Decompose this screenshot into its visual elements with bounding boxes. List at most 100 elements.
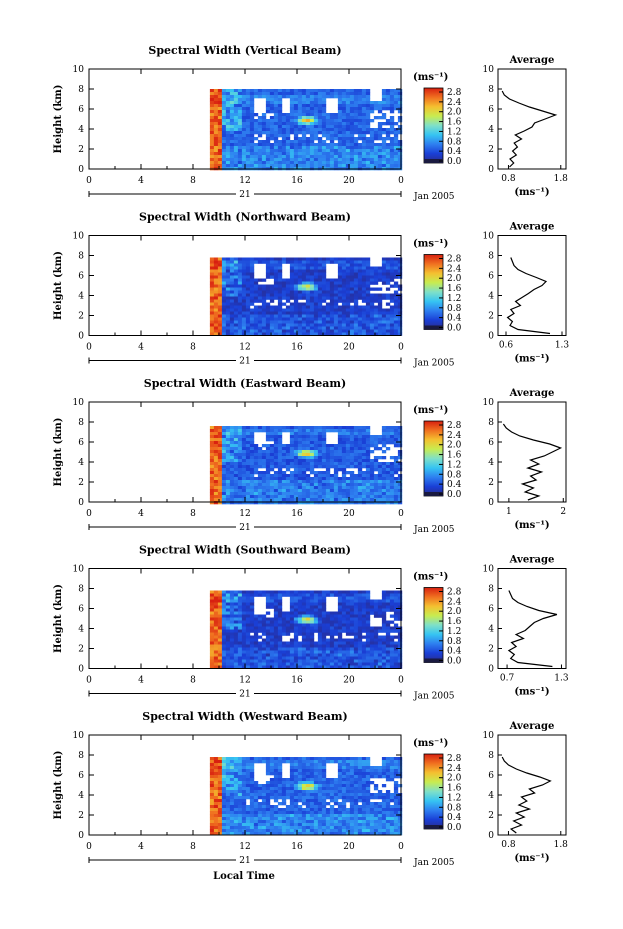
heatmap-cell [377,101,383,105]
heatmap-cell [237,104,243,108]
heatmap-cell [353,656,359,660]
heatmap-cell [377,638,383,642]
heatmap-cell [345,164,351,168]
heatmap-cell [341,656,347,660]
heatmap-cell [277,332,283,336]
heatmap-cell [273,260,279,264]
heatmap-cell [345,155,351,159]
heatmap-cell [329,477,335,481]
heatmap-cell [305,617,311,621]
heatmap-cell [273,119,279,123]
heatmap-cell [229,483,235,487]
heatmap-cell [269,426,275,430]
heatmap-cell [345,435,351,439]
heatmap-cell [229,435,235,439]
heatmap-cell [345,438,351,442]
heatmap-cell [209,635,215,639]
heatmap-cell [297,435,303,439]
heatmap-cell [321,146,327,150]
heatmap-cell [285,593,291,597]
heatmap-cell [373,653,379,657]
heatmap-cell [369,665,375,669]
heatmap-cell [393,489,399,493]
heatmap-cell [349,281,355,285]
heatmap-cell [309,278,315,282]
heatmap-cell [333,498,339,502]
heatmap-cell [293,462,299,466]
heatmap-cell [341,290,347,294]
heatmap-cell [305,444,311,448]
heatmap-cell [277,326,283,330]
heatmap-cell [253,305,259,309]
heatmap-cell [393,104,399,108]
heatmap-cell [237,620,243,624]
heatmap-cell [249,444,255,448]
heatmap-cell [365,498,371,502]
heatmap-cell [321,131,327,135]
heatmap-cell [245,122,251,126]
heatmap-cell [277,498,283,502]
heatmap-cell [289,608,295,612]
heatmap-cell [377,317,383,321]
heatmap-cell [269,92,275,96]
heatmap-cell [297,125,303,129]
heatmap-cell [373,614,379,618]
heatmap-cell [349,89,355,93]
heatmap-cell [269,462,275,466]
heatmap-cell [365,495,371,499]
heatmap-cell [389,143,395,147]
heatmap-cell [221,638,227,642]
heatmap-cell [369,444,375,448]
heatmap-cell [249,650,255,654]
heatmap-cell [397,486,403,490]
heatmap-cell [245,326,251,330]
heatmap-cell [389,146,395,150]
heatmap-cell [249,620,255,624]
heatmap-cell [269,450,275,454]
heatmap-cell [313,662,319,666]
heatmap-cell [337,641,343,645]
heatmap-cell [273,659,279,663]
heatmap-cell [365,323,371,327]
heatmap-cell [285,629,291,633]
heatmap-cell [253,447,259,451]
heatmap-cell [353,296,359,300]
heatmap-cell [261,143,267,147]
heatmap-cell [329,143,335,147]
heatmap-cell [313,623,319,627]
heatmap-cell [385,641,391,645]
heatmap-cell [381,140,387,144]
heatmap-cell [293,281,299,285]
heatmap-cell [337,626,343,630]
heatmap-cell [373,278,379,282]
heatmap-cell [213,617,219,621]
heatmap-cell [237,590,243,594]
heatmap-cell [397,305,403,309]
heatmap-cell [273,435,279,439]
heatmap-cell [293,617,299,621]
heatmap-cell [269,438,275,442]
heatmap-cell [353,152,359,156]
heatmap-cell [253,125,259,129]
heatmap-cell [253,311,259,315]
heatmap-cell [285,314,291,318]
heatmap-cell [225,456,231,460]
heatmap-cell [277,149,283,153]
heatmap-cell [225,143,231,147]
heatmap-cell [225,260,231,264]
heatmap-cell [305,492,311,496]
heatmap-cell [397,326,403,330]
heatmap-cell [261,489,267,493]
heatmap-cell [225,650,231,654]
heatmap-cell [277,471,283,475]
heatmap-cell [313,462,319,466]
heatmap-cell [361,257,367,261]
profile-y-tick-label: 2 [488,312,494,322]
heatmap-cell [341,287,347,291]
heatmap-cell [249,644,255,648]
heatmap-cell [241,617,247,621]
heatmap-cell [245,441,251,445]
heatmap-cell [305,435,311,439]
heatmap-cell [225,269,231,273]
heatmap-cell [265,323,271,327]
